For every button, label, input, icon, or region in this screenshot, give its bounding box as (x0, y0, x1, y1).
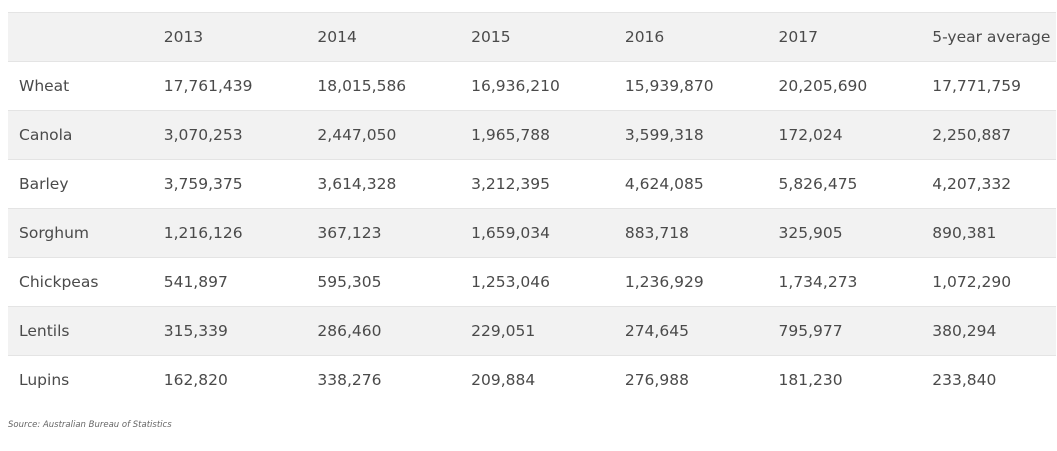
table-cell: 4,624,085 (624, 175, 704, 193)
table-cell: 181,230 (778, 371, 843, 389)
table-cell: 338,276 (317, 371, 382, 389)
table-cell: 325,905 (778, 224, 843, 242)
table-cell: 229,051 (471, 322, 536, 340)
table-cell: 3,759,375 (163, 175, 243, 193)
table-cell: 883,718 (624, 224, 689, 242)
header-cell-2013: 2013 (163, 28, 204, 46)
table-row-canola: Canola 3,070,253 2,447,050 1,965,788 3,5… (8, 111, 1056, 160)
table-cell: 18,015,586 (317, 77, 407, 95)
table-cell: 541,897 (163, 273, 228, 291)
crop-production-table: 2013 2014 2015 2016 2017 5-year average … (8, 12, 1056, 404)
table-cell: 17,771,759 (932, 77, 1021, 95)
table-cell: 3,599,318 (624, 126, 704, 144)
table-cell: 162,820 (163, 371, 228, 389)
row-label: Sorghum (19, 224, 90, 242)
table-row-wheat: Wheat 17,761,439 18,015,586 16,936,210 1… (8, 62, 1056, 111)
source-note: Source: Australian Bureau of Statistics (8, 420, 172, 430)
row-label: Lentils (19, 322, 70, 340)
header-cell-2017: 2017 (778, 28, 818, 46)
table-cell: 286,460 (317, 322, 382, 340)
table-cell: 1,236,929 (624, 273, 704, 291)
table-row-lupins: Lupins 162,820 338,276 209,884 276,988 1… (8, 356, 1056, 404)
table-cell: 233,840 (932, 371, 997, 389)
table-cell: 274,645 (624, 322, 689, 340)
row-label: Chickpeas (19, 273, 99, 291)
table-cell: 367,123 (317, 224, 382, 242)
table-cell: 1,734,273 (778, 273, 858, 291)
header-cell-2016: 2016 (624, 28, 665, 46)
table-cell: 2,250,887 (932, 126, 1012, 144)
table-cell: 1,253,046 (471, 273, 551, 291)
table-cell: 5,826,475 (778, 175, 858, 193)
table-cell: 3,070,253 (163, 126, 243, 144)
table-cell: 3,614,328 (317, 175, 397, 193)
table-row-barley: Barley 3,759,375 3,614,328 3,212,395 4,6… (8, 160, 1056, 209)
table-cell: 1,965,788 (471, 126, 551, 144)
table-header-row: 2013 2014 2015 2016 2017 5-year average (8, 13, 1056, 62)
table-cell: 1,659,034 (471, 224, 551, 242)
header-cell-2014: 2014 (317, 28, 357, 46)
table-cell: 17,761,439 (163, 77, 253, 95)
table-cell: 276,988 (624, 371, 689, 389)
table-row-chickpeas: Chickpeas 541,897 595,305 1,253,046 1,23… (8, 258, 1056, 307)
table-cell: 20,205,690 (778, 77, 868, 95)
header-cell-2015: 2015 (471, 28, 511, 46)
row-label: Wheat (19, 77, 70, 95)
table-cell: 2,447,050 (317, 126, 397, 144)
table-cell: 1,072,290 (932, 273, 1012, 291)
table-cell: 15,939,870 (624, 77, 714, 95)
table-cell: 172,024 (778, 126, 843, 144)
row-label: Lupins (19, 371, 70, 389)
header-cell-5-year-average: 5-year average (932, 28, 1051, 46)
table-cell: 380,294 (932, 322, 997, 340)
table-cell: 209,884 (471, 371, 536, 389)
table-cell: 890,381 (932, 224, 997, 242)
table-cell: 795,977 (778, 322, 843, 340)
table-cell: 1,216,126 (163, 224, 243, 242)
table-row-sorghum: Sorghum 1,216,126 367,123 1,659,034 883,… (8, 209, 1056, 258)
table-cell: 315,339 (163, 322, 228, 340)
table-cell: 4,207,332 (932, 175, 1012, 193)
table-cell: 3,212,395 (471, 175, 551, 193)
row-label: Canola (19, 126, 73, 144)
table-cell: 16,936,210 (471, 77, 560, 95)
table-row-lentils: Lentils 315,339 286,460 229,051 274,645 … (8, 307, 1056, 356)
row-label: Barley (19, 175, 69, 193)
table-cell: 595,305 (317, 273, 382, 291)
